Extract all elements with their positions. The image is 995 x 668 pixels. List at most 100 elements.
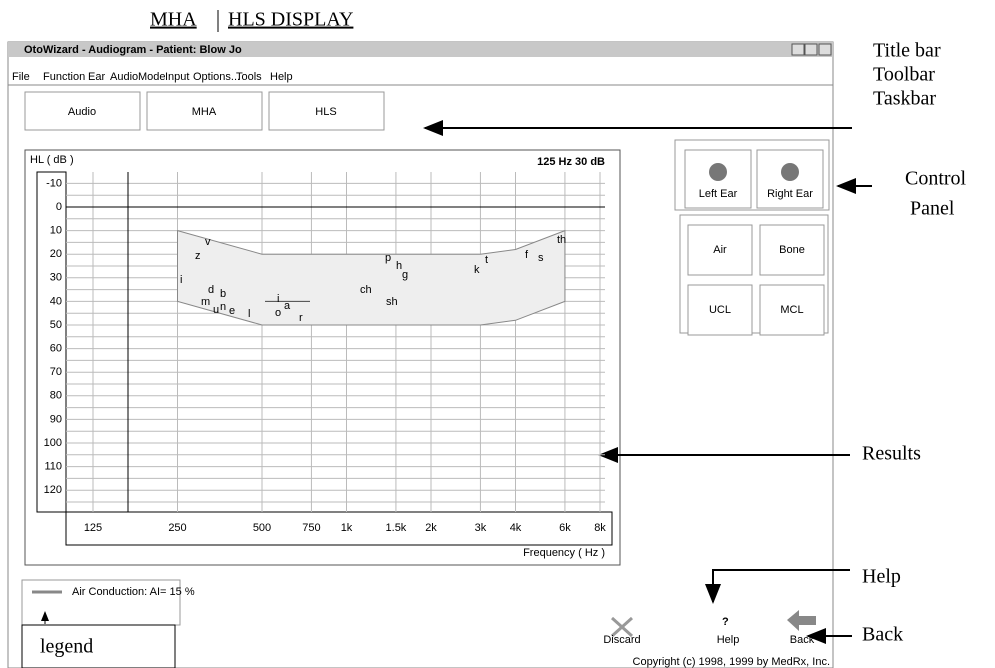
x-axis-box (65, 511, 613, 546)
phoneme: r (299, 312, 303, 324)
test-button[interactable] (687, 224, 753, 276)
test-button-label: Bone (779, 244, 805, 256)
phoneme: t (485, 254, 488, 266)
y-tick-label: 100 (44, 437, 62, 449)
menu-item[interactable]: Ear (88, 71, 105, 83)
legend-callout (21, 624, 176, 668)
discard-icon (610, 616, 634, 638)
head-icon (781, 163, 799, 181)
x-tick-label: 4k (510, 522, 522, 534)
phoneme: g (402, 269, 408, 281)
test-button-label: Air (713, 244, 727, 256)
action-label[interactable]: Help (717, 634, 740, 646)
tab-label: Audio (68, 106, 96, 118)
phoneme: p (385, 252, 391, 264)
y-tick-label: 20 (50, 248, 62, 260)
menu-item[interactable]: Function (43, 71, 85, 83)
head-icon (709, 163, 727, 181)
close[interactable] (818, 43, 832, 56)
ear-button-label: Left Ear (699, 188, 738, 200)
y-tick-label: 110 (44, 461, 62, 473)
annotation: Taskbar (873, 88, 936, 110)
tab[interactable] (146, 91, 263, 131)
x-tick-label: 500 (253, 522, 271, 534)
y-tick-label: 60 (50, 343, 62, 355)
test-button[interactable] (759, 224, 825, 276)
help-icon: ? (722, 616, 729, 628)
phoneme: b (220, 288, 226, 300)
y-tick-label: 50 (50, 319, 62, 331)
x-tick-label: 750 (302, 522, 320, 534)
annotation: Title bar (873, 40, 941, 62)
menu-item[interactable]: Mode (138, 71, 166, 83)
copyright: Copyright (c) 1998, 1999 by MedRx, Inc. (633, 656, 830, 668)
tab[interactable] (268, 91, 385, 131)
y-axis-box (36, 171, 67, 513)
phoneme: u (213, 304, 219, 316)
phoneme: e (229, 305, 235, 317)
y-tick-label: 40 (50, 295, 62, 307)
annotation: Toolbar (873, 64, 935, 86)
phoneme: ch (360, 284, 372, 296)
y-tick-label: 120 (44, 484, 62, 496)
y-tick-label: 80 (50, 390, 62, 402)
phoneme: l (248, 308, 250, 320)
legend-entry: Air Conduction: AI= 15 % (72, 586, 195, 598)
phoneme: th (557, 234, 566, 246)
annotation: Help (862, 566, 901, 588)
x-tick-label: 6k (559, 522, 571, 534)
menu-item[interactable]: File (12, 71, 30, 83)
header-left: MHA (150, 9, 197, 31)
phoneme: s (538, 252, 544, 264)
phoneme: z (195, 250, 201, 262)
annotation: legend (40, 636, 93, 658)
y-tick-label: 0 (56, 201, 62, 213)
y-tick-label: -10 (46, 177, 62, 189)
phoneme: m (201, 296, 210, 308)
window-title: OtoWizard - Audiogram - Patient: Blow Jo (24, 44, 242, 56)
x-axis-label: Frequency ( Hz ) (523, 547, 605, 559)
tab-label: HLS (315, 106, 336, 118)
readout: 125 Hz 30 dB (537, 156, 605, 168)
annotation: Back (862, 624, 903, 646)
action-label[interactable]: Discard (603, 634, 640, 646)
x-tick-label: 3k (475, 522, 487, 534)
phoneme: v (205, 236, 211, 248)
ear-button-label: Right Ear (767, 188, 813, 200)
test-button[interactable] (687, 284, 753, 336)
header-right: HLS DISPLAY (228, 9, 353, 31)
y-axis-label: HL ( dB ) (30, 154, 74, 166)
x-tick-label: 8k (594, 522, 606, 534)
y-tick-label: 30 (50, 272, 62, 284)
annotation: Results (862, 443, 921, 465)
phoneme: a (284, 300, 291, 312)
test-button-label: MCL (780, 304, 803, 316)
y-tick-label: 10 (50, 225, 62, 237)
phoneme: n (220, 301, 226, 313)
menu-item[interactable]: Help (270, 71, 293, 83)
minimize[interactable] (791, 43, 805, 56)
action-label[interactable]: Back (790, 634, 815, 646)
window-controls (791, 43, 832, 56)
phoneme: sh (386, 296, 398, 308)
x-tick-label: 1.5k (386, 522, 407, 534)
tab[interactable] (24, 91, 141, 131)
test-button[interactable] (759, 284, 825, 336)
maximize[interactable] (804, 43, 818, 56)
phoneme: h (396, 260, 402, 272)
menu-item[interactable]: Audio (110, 71, 138, 83)
back-icon (787, 610, 816, 631)
tab-label: MHA (192, 106, 217, 118)
menu-item[interactable]: Input (165, 71, 189, 83)
chart-frame (24, 149, 621, 566)
menu-item[interactable]: Tools (236, 71, 262, 83)
test-button-label: UCL (709, 304, 731, 316)
menu-item[interactable]: Options... (193, 71, 240, 83)
arrow (705, 569, 850, 604)
x-tick-label: 125 (84, 522, 102, 534)
phoneme: d (208, 284, 214, 296)
annotation: Panel (910, 198, 955, 220)
phoneme: k (474, 264, 480, 276)
x-tick-label: 250 (168, 522, 186, 534)
